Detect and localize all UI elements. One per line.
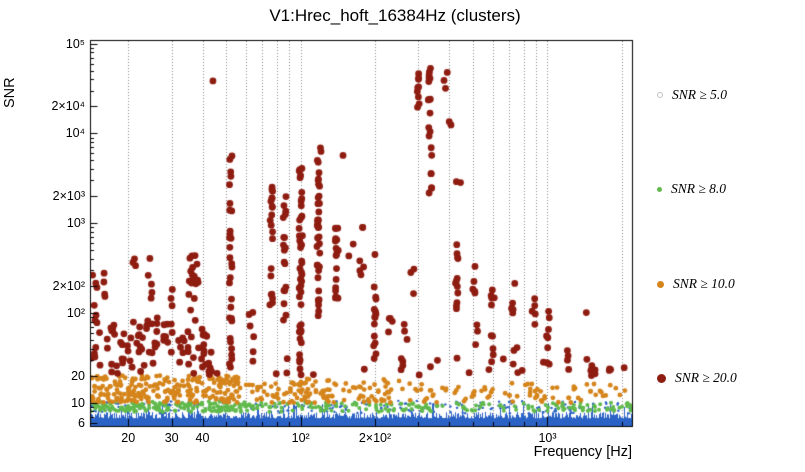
legend-item-label: SNR ≥ 8.0: [671, 181, 727, 196]
y-tick-label: 20: [71, 368, 85, 383]
legend-item-label: SNR ≥ 10.0: [673, 276, 735, 291]
y-tick-label: 10: [71, 395, 85, 410]
y-tick-label: 10⁴: [65, 126, 85, 141]
legend-item: SNR ≥ 5.0: [657, 85, 727, 105]
x-tick-label: 2×10²: [358, 431, 392, 445]
legend-item: SNR ≥ 8.0: [657, 179, 726, 199]
y-tick-label: 2×10⁴: [51, 99, 85, 114]
legend-marker-icon: [657, 280, 664, 288]
y-tick-label: 2×10²: [52, 278, 85, 293]
x-tick-label: 20: [121, 431, 136, 445]
legend-marker-icon: [657, 186, 662, 192]
y-axis-title: SNR: [2, 77, 18, 108]
y-tick-label: 6: [78, 415, 85, 430]
legend-item-label: SNR ≥ 5.0: [672, 87, 728, 102]
y-tick-label: 10²: [66, 305, 85, 320]
legend-item-label: SNR ≥ 20.0: [675, 370, 737, 385]
legend-item: SNR ≥ 10.0: [657, 274, 735, 294]
x-axis-title: Frequency [Hz]: [533, 444, 632, 460]
x-tick-label: 30: [164, 431, 179, 445]
y-tick-label: 10⁵: [65, 36, 85, 51]
y-tick-label: 2×10³: [52, 189, 85, 204]
x-tick-label: 10²: [291, 431, 310, 445]
legend-marker-icon: [657, 373, 666, 383]
x-tick-label: 40: [195, 431, 210, 445]
legend-marker-icon: [657, 92, 663, 98]
chart-title: V1:Hrec_hoft_16384Hz (clusters): [269, 6, 521, 25]
legend-item: SNR ≥ 20.0: [657, 368, 737, 388]
x-tick-label: 10³: [538, 431, 557, 445]
y-tick-label: 10³: [66, 216, 85, 231]
